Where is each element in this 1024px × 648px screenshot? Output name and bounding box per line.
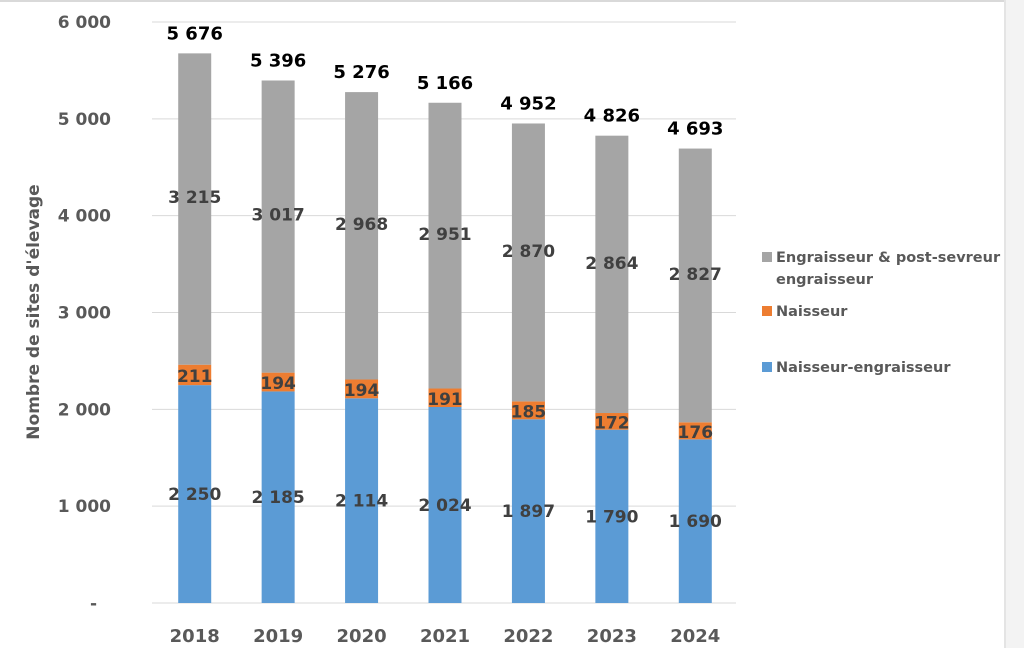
bar-segment-naisseur-engraisseur [595, 429, 629, 603]
data-label: 3 215 [168, 188, 221, 208]
y-axis-ticks: - 1 000 2 000 3 000 4 000 5 000 6 000 [58, 13, 111, 614]
data-label: 176 [678, 423, 714, 443]
bar-segment-engraisseur-post-sevreur-engraisseur [261, 80, 295, 373]
data-label: 2 024 [418, 496, 471, 516]
right-scroll-area [1004, 0, 1024, 648]
total-label: 5 396 [250, 50, 306, 71]
total-label: 4 693 [667, 119, 723, 140]
bar-segment-naisseur [261, 372, 295, 392]
total-label: 5 166 [417, 73, 473, 94]
data-label: 1 897 [502, 502, 555, 522]
x-tick-label: 2021 [420, 626, 470, 647]
y-axis-label: Nombre de sites d'élevage [24, 184, 44, 439]
data-label: 194 [344, 381, 380, 401]
x-tick-label: 2020 [337, 626, 387, 647]
data-label: 2 827 [669, 265, 722, 285]
data-label: 3 017 [252, 206, 305, 226]
bar-segment-naisseur [595, 413, 629, 430]
data-label: 1 690 [669, 512, 722, 532]
data-label: 191 [427, 390, 463, 410]
bar-segment-naisseur-engraisseur [511, 419, 545, 603]
bar-segment-naisseur-engraisseur [178, 385, 212, 603]
total-label: 5 676 [167, 23, 223, 44]
bar-segment-naisseur-engraisseur [678, 439, 712, 603]
data-label: 2 870 [502, 242, 555, 262]
bar-segment-naisseur-engraisseur [345, 398, 379, 603]
data-label: 2 185 [252, 488, 305, 508]
data-label: 185 [511, 402, 547, 422]
bar-segment-naisseur-engraisseur [428, 407, 462, 603]
bar-segment-engraisseur-post-sevreur-engraisseur [678, 148, 712, 423]
data-labels: 2 250 211 3 215 5 676 2 185 194 3 017 5 396 2 11… [167, 23, 724, 532]
bar-segment-naisseur [178, 364, 212, 386]
bar-segment-naisseur [511, 401, 545, 420]
bar-segment-engraisseur-post-sevreur-engraisseur [511, 123, 545, 402]
data-label: 172 [594, 413, 630, 433]
bar-segment-naisseur [678, 422, 712, 440]
legend-label: Naisseur [776, 304, 848, 320]
data-label: 2 250 [168, 485, 221, 505]
data-label: 194 [260, 374, 296, 394]
bars [178, 53, 712, 603]
bar-segment-engraisseur-post-sevreur-engraisseur [178, 53, 212, 365]
x-axis-ticks: 2018 2019 2020 2021 2022 2023 2024 [170, 626, 721, 647]
data-label: 211 [177, 367, 213, 387]
x-tick-label: 2018 [170, 626, 220, 647]
y-tick-label: 5 000 [58, 110, 111, 130]
gridlines [152, 21, 736, 604]
total-label: 5 276 [333, 62, 389, 83]
y-tick-label: - [90, 594, 97, 614]
data-label: 2 951 [418, 225, 471, 245]
x-tick-label: 2019 [253, 626, 303, 647]
legend: Engraisseur & post-sevreur engraisseur Nai… [762, 250, 1001, 376]
y-tick-label: 3 000 [58, 304, 111, 324]
bar-segment-naisseur [428, 388, 462, 408]
x-tick-label: 2024 [670, 626, 720, 647]
legend-label-line2: engraisseur [776, 272, 874, 288]
legend-label: Naisseur-engraisseur [776, 360, 951, 376]
legend-swatch [762, 362, 772, 372]
x-tick-label: 2022 [503, 626, 553, 647]
x-tick-label: 2023 [587, 626, 637, 647]
data-label: 2 864 [585, 254, 638, 274]
total-label: 4 826 [584, 106, 640, 127]
y-tick-label: 4 000 [58, 207, 111, 227]
bar-segment-naisseur-engraisseur [261, 391, 295, 603]
bar-segment-engraisseur-post-sevreur-engraisseur [595, 135, 629, 414]
bar-segment-engraisseur-post-sevreur-engraisseur [428, 102, 462, 389]
legend-swatch [762, 306, 772, 316]
top-border [0, 0, 1004, 2]
data-label: 2 968 [335, 215, 388, 235]
data-label: 1 790 [585, 507, 638, 527]
legend-swatch [762, 252, 772, 262]
bar-segment-naisseur [345, 379, 379, 399]
y-tick-label: 6 000 [58, 13, 111, 33]
legend-label: Engraisseur & post-sevreur [776, 250, 1001, 266]
total-label: 4 952 [500, 93, 556, 114]
y-tick-label: 2 000 [58, 400, 111, 420]
bar-segment-engraisseur-post-sevreur-engraisseur [345, 92, 379, 380]
y-tick-label: 1 000 [58, 497, 111, 517]
data-label: 2 114 [335, 492, 388, 512]
